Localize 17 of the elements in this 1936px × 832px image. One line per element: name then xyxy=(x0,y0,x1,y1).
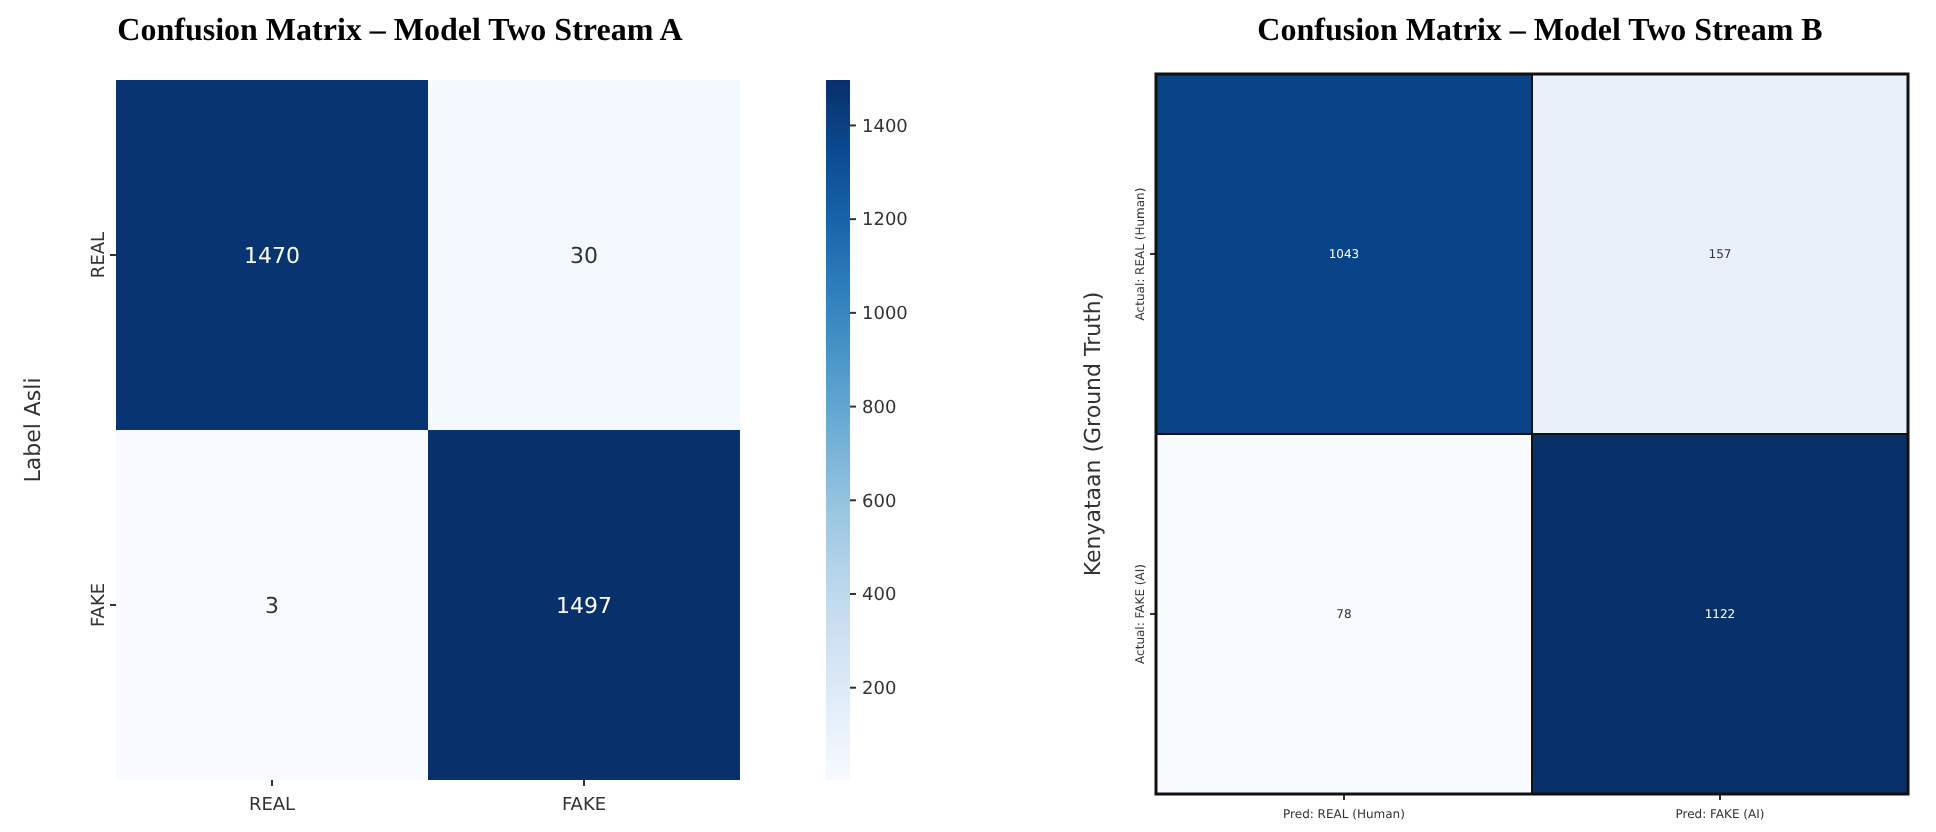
y-axis-title: Kenyataan (Ground Truth) xyxy=(1080,291,1106,577)
data-label: 3 xyxy=(265,592,279,619)
color-bar-label: 1000 xyxy=(862,305,909,326)
color-bar-label: 400 xyxy=(862,586,897,607)
color-bar-label: 800 xyxy=(862,398,897,419)
data-label: 1470 xyxy=(244,242,300,269)
data-label: 1497 xyxy=(556,592,612,619)
x-tick-label: FAKE xyxy=(561,796,607,816)
x-tick-label: REAL xyxy=(248,796,296,816)
color-bar-label: 600 xyxy=(862,492,897,513)
color-bar-label: 200 xyxy=(862,680,897,700)
color-bar-label: 1400 xyxy=(862,117,909,138)
color-bar-label: 1200 xyxy=(862,211,909,232)
y-axis-title: Label Asli xyxy=(20,377,46,483)
chart-title: Confusion Matrix – Model Two Stream B xyxy=(1257,14,1824,48)
chart-title: Confusion Matrix – Model Two Stream A xyxy=(117,14,684,48)
data-label: 30 xyxy=(570,242,598,269)
